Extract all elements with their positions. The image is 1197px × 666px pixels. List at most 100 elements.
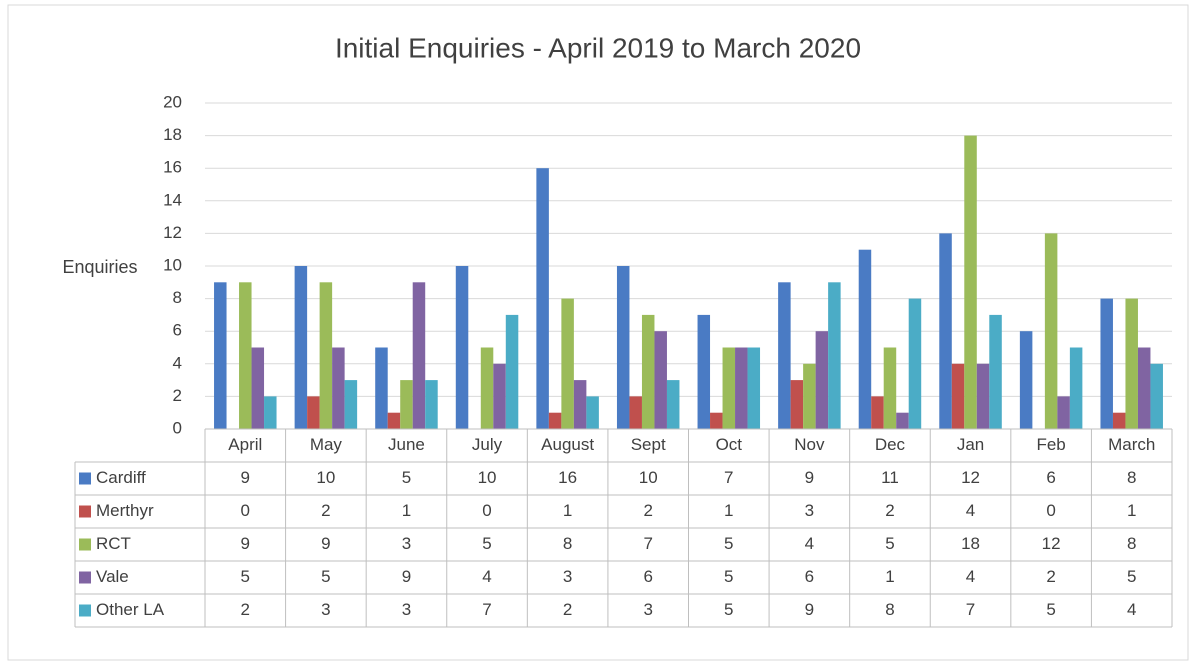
legend-swatch (79, 538, 91, 551)
legend-swatch (79, 472, 91, 485)
bar (1057, 396, 1070, 429)
table-value: 2 (1046, 567, 1055, 586)
legend-label: Merthyr (96, 501, 154, 520)
table-value: 18 (961, 534, 980, 553)
bar (239, 282, 252, 429)
table-value: 0 (241, 501, 250, 520)
table-value: 3 (643, 600, 652, 619)
x-tick-label: Jan (957, 435, 984, 454)
x-tick-label: June (388, 435, 425, 454)
bar (710, 412, 723, 429)
table-value: 9 (805, 468, 814, 487)
x-tick-label: Feb (1036, 435, 1065, 454)
table-value: 3 (321, 600, 330, 619)
bar (425, 380, 438, 429)
table-value: 2 (241, 600, 250, 619)
y-tick-label: 4 (173, 353, 182, 372)
bar (629, 396, 642, 429)
x-tick-label: Dec (875, 435, 906, 454)
legend-label: Other LA (96, 600, 165, 619)
y-tick-label: 0 (173, 418, 182, 437)
bar (1069, 347, 1083, 429)
bar (697, 314, 711, 429)
bar (251, 347, 265, 429)
table-value: 8 (885, 600, 894, 619)
x-tick-label: March (1108, 435, 1155, 454)
table-value: 2 (885, 501, 894, 520)
table-value: 9 (241, 468, 250, 487)
legend-label: Cardiff (96, 468, 146, 487)
bar (1044, 233, 1058, 429)
bar (319, 282, 333, 429)
table-value: 0 (482, 501, 491, 520)
bar (412, 282, 426, 429)
table-value: 4 (482, 567, 491, 586)
table-value: 5 (1127, 567, 1136, 586)
table-value: 6 (643, 567, 652, 586)
bar (722, 347, 736, 429)
table-value: 11 (881, 468, 899, 487)
bar (641, 314, 655, 429)
bar (735, 347, 748, 429)
bar (828, 282, 841, 429)
y-tick-label: 14 (163, 190, 182, 209)
bar (455, 266, 469, 429)
table-value: 7 (482, 600, 491, 619)
bar (294, 266, 308, 429)
x-tick-label: Sept (631, 435, 666, 454)
bar (493, 363, 506, 429)
bar (400, 380, 413, 429)
bar (896, 412, 909, 429)
table-value: 9 (321, 534, 330, 553)
y-tick-label: 8 (173, 288, 182, 307)
bar (803, 363, 816, 429)
table-value: 0 (1046, 501, 1055, 520)
table-value: 3 (402, 534, 411, 553)
table-value: 6 (1046, 468, 1055, 487)
y-tick-label: 18 (163, 125, 182, 144)
legend-label: Vale (96, 567, 129, 586)
bar (666, 380, 680, 429)
legend-swatch (79, 571, 91, 584)
table-value: 12 (1042, 534, 1061, 553)
bar (573, 380, 587, 429)
bar (1112, 412, 1126, 429)
table-value: 8 (1127, 468, 1136, 487)
bar (951, 363, 965, 429)
table-value: 5 (1046, 600, 1055, 619)
bar (883, 347, 897, 429)
y-tick-label: 2 (173, 386, 182, 405)
table-value: 3 (805, 501, 814, 520)
legend-swatch (79, 604, 91, 617)
table-value: 9 (402, 567, 411, 586)
bar (976, 363, 990, 429)
bar (332, 347, 345, 429)
x-tick-label: July (472, 435, 503, 454)
legend-label: RCT (96, 534, 131, 553)
chart-title: Initial Enquiries - April 2019 to March … (335, 32, 861, 63)
table-value: 16 (558, 468, 577, 487)
table-value: 4 (966, 567, 975, 586)
bar (654, 331, 667, 429)
table-value: 9 (241, 534, 250, 553)
bar (264, 396, 277, 429)
table-value: 4 (805, 534, 814, 553)
table-value: 10 (639, 468, 658, 487)
table-value: 2 (643, 501, 652, 520)
bar (790, 380, 804, 429)
table-value: 7 (643, 534, 652, 553)
table-value: 4 (966, 501, 975, 520)
table-value: 8 (563, 534, 572, 553)
table-value: 5 (724, 534, 733, 553)
bar (561, 298, 574, 429)
bar (344, 380, 358, 429)
y-tick-label: 20 (163, 92, 182, 111)
bar (505, 314, 519, 429)
bar (536, 168, 549, 429)
bar (989, 314, 1002, 429)
x-tick-label: August (541, 435, 594, 454)
bar (616, 266, 630, 429)
table-value: 12 (961, 468, 980, 487)
bar (964, 135, 977, 429)
